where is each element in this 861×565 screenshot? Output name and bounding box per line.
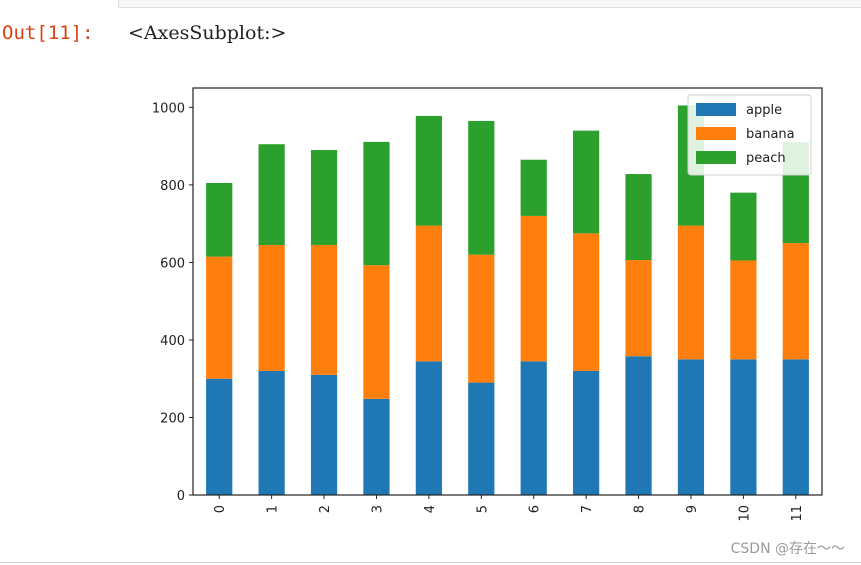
y-tick-label: 600 <box>160 256 185 271</box>
watermark: CSDN @存在～～ <box>730 541 845 557</box>
bar-banana-10 <box>730 260 757 360</box>
bar-banana-2 <box>310 244 338 375</box>
bar-peach-2 <box>310 150 338 245</box>
bar-apple-11 <box>782 359 809 495</box>
y-tick-label: 0 <box>177 489 185 504</box>
bar-apple-2 <box>310 374 338 495</box>
x-axis: 0 1 2 3 4 5 6 7 8 9 10 11 <box>213 495 805 522</box>
x-tick-label: 9 <box>685 505 700 513</box>
y-axis: 0 200 400 600 800 1000 <box>152 101 193 504</box>
bar-banana-8 <box>625 260 652 357</box>
bar-banana-1 <box>258 244 285 371</box>
legend-label-peach: peach <box>746 151 786 166</box>
bar-apple-10 <box>730 359 757 495</box>
bar-banana-4 <box>415 225 442 362</box>
legend-swatch-peach <box>696 151 736 164</box>
bar-peach-6 <box>520 159 547 216</box>
bar-apple-6 <box>520 361 547 495</box>
bar-peach-0 <box>206 182 233 257</box>
y-tick-label: 400 <box>160 334 185 349</box>
x-tick-label: 2 <box>318 505 333 513</box>
x-tick-label: 3 <box>370 505 385 513</box>
x-tick-label: 11 <box>790 505 805 522</box>
bar-banana-3 <box>363 265 390 399</box>
y-tick-label: 200 <box>160 411 185 426</box>
bar-banana-5 <box>468 254 495 383</box>
bar-banana-11 <box>782 243 809 360</box>
output-text: <AxesSubplot:> <box>128 22 287 44</box>
x-tick-label: 0 <box>213 505 228 513</box>
legend-label-banana: banana <box>746 127 795 142</box>
bar-apple-9 <box>677 359 705 495</box>
bar-peach-8 <box>625 174 652 261</box>
x-tick-label: 5 <box>475 505 490 513</box>
bar-apple-5 <box>468 382 495 495</box>
legend-label-apple: apple <box>746 103 782 118</box>
legend: apple banana peach <box>687 94 812 176</box>
bar-apple-8 <box>625 356 652 495</box>
bar-peach-5 <box>468 120 495 255</box>
x-tick-label: 4 <box>423 505 438 513</box>
plot-frame <box>192 87 823 496</box>
legend-swatch-apple <box>696 103 736 116</box>
x-tick-label: 1 <box>266 505 281 513</box>
bar-banana-0 <box>206 256 233 379</box>
bars-layer <box>206 105 809 495</box>
y-tick-label: 1000 <box>152 101 185 116</box>
bar-peach-10 <box>730 192 757 261</box>
bottom-divider <box>0 562 861 563</box>
bar-banana-7 <box>573 233 600 371</box>
y-tick-label: 800 <box>160 179 185 194</box>
output-prompt: Out[11]: <box>2 22 94 44</box>
bar-peach-7 <box>573 130 600 234</box>
x-tick-label: 10 <box>737 505 752 522</box>
previous-cell-edge <box>118 0 861 8</box>
bar-apple-1 <box>258 370 285 495</box>
bar-apple-0 <box>206 378 233 495</box>
x-tick-label: 7 <box>580 505 595 513</box>
bar-peach-1 <box>258 144 285 245</box>
bar-banana-9 <box>677 225 705 360</box>
bar-apple-7 <box>573 370 600 495</box>
legend-swatch-banana <box>696 127 736 140</box>
x-tick-label: 6 <box>528 505 543 513</box>
bar-peach-4 <box>415 115 442 226</box>
bar-banana-6 <box>520 215 547 362</box>
x-tick-label: 8 <box>633 505 648 513</box>
bar-peach-3 <box>363 141 390 266</box>
bar-apple-4 <box>415 361 442 495</box>
bar-apple-3 <box>363 398 390 495</box>
